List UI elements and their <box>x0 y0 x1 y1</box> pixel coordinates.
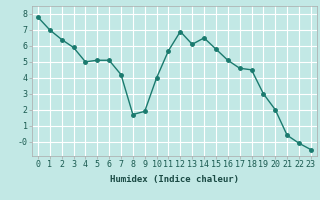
X-axis label: Humidex (Indice chaleur): Humidex (Indice chaleur) <box>110 175 239 184</box>
